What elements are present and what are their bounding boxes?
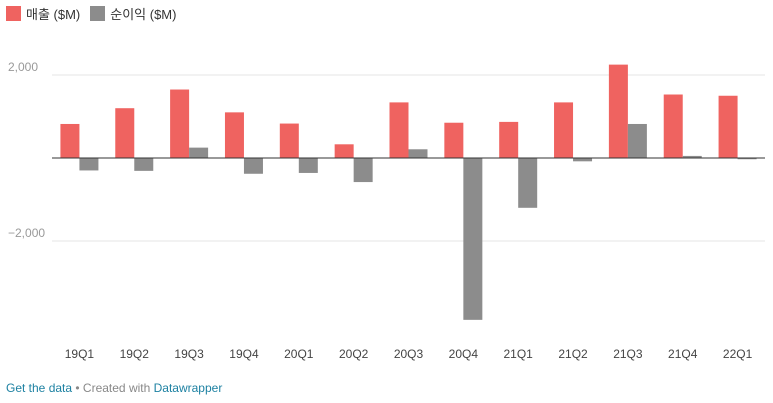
- bar-net-income-21Q1: [518, 158, 538, 208]
- y-tick-label-2: −2,000: [8, 226, 45, 240]
- bar-net-income-22Q1: [737, 158, 757, 160]
- x-tick-label-21Q2: 21Q2: [558, 347, 588, 361]
- bar-net-income-20Q3: [408, 149, 428, 158]
- bar-revenue-19Q3: [170, 89, 190, 158]
- bar-revenue-19Q2: [115, 108, 135, 158]
- bar-net-income-19Q3: [189, 147, 209, 158]
- x-tick-label-19Q3: 19Q3: [174, 347, 204, 361]
- legend-item-revenue: 매출 ($M): [6, 4, 80, 23]
- x-tick-label-20Q2: 20Q2: [339, 347, 369, 361]
- bar-revenue-20Q2: [334, 144, 354, 158]
- legend-item-net-income: 순이익 ($M): [90, 4, 176, 23]
- bar-net-income-19Q1: [79, 158, 99, 171]
- x-tick-label-19Q2: 19Q2: [120, 347, 150, 361]
- bar-net-income-19Q2: [134, 158, 154, 171]
- legend-label-revenue: 매출 ($M): [26, 7, 81, 22]
- bar-revenue-20Q3: [389, 102, 409, 158]
- chart-legend: 매출 ($M) 순이익 ($M): [6, 4, 176, 23]
- bar-revenue-21Q2: [554, 102, 574, 158]
- bar-net-income-21Q3: [627, 123, 647, 158]
- legend-swatch-revenue: [6, 6, 21, 21]
- get-data-link[interactable]: Get the data: [6, 381, 73, 395]
- bar-revenue-20Q4: [444, 122, 464, 158]
- y-tick-label-0: 2,000: [8, 60, 38, 74]
- bar-revenue-21Q4: [663, 94, 683, 158]
- x-tick-label-20Q4: 20Q4: [449, 347, 479, 361]
- x-tick-label-21Q3: 21Q3: [613, 347, 643, 361]
- bar-revenue-20Q1: [279, 123, 299, 158]
- x-tick-label-19Q4: 19Q4: [229, 347, 259, 361]
- bar-net-income-20Q1: [298, 158, 318, 173]
- bar-revenue-21Q1: [499, 121, 519, 158]
- x-tick-label-20Q1: 20Q1: [284, 347, 314, 361]
- bar-net-income-21Q4: [682, 155, 702, 158]
- footer-credit-text: • Created with: [72, 381, 154, 395]
- bar-revenue-22Q1: [718, 95, 738, 158]
- datawrapper-link[interactable]: Datawrapper: [153, 381, 223, 395]
- x-tick-label-22Q1: 22Q1: [723, 347, 753, 361]
- x-tick-label-19Q1: 19Q1: [65, 347, 95, 361]
- x-tick-label-20Q3: 20Q3: [394, 347, 424, 361]
- x-tick-label-21Q4: 21Q4: [668, 347, 698, 361]
- chart-footer: Get the data • Created with Datawrapper: [6, 381, 222, 395]
- bar-net-income-20Q4: [463, 158, 483, 320]
- x-tick-label-21Q1: 21Q1: [504, 347, 534, 361]
- bar-revenue-19Q1: [60, 123, 80, 158]
- bar-revenue-21Q3: [608, 64, 628, 158]
- legend-label-net-income: 순이익 ($M): [110, 7, 177, 22]
- bar-net-income-21Q2: [573, 158, 593, 162]
- bar-net-income-20Q2: [353, 158, 373, 183]
- bar-revenue-19Q4: [224, 112, 244, 158]
- bar-net-income-19Q4: [243, 158, 263, 174]
- legend-swatch-net-income: [90, 6, 106, 21]
